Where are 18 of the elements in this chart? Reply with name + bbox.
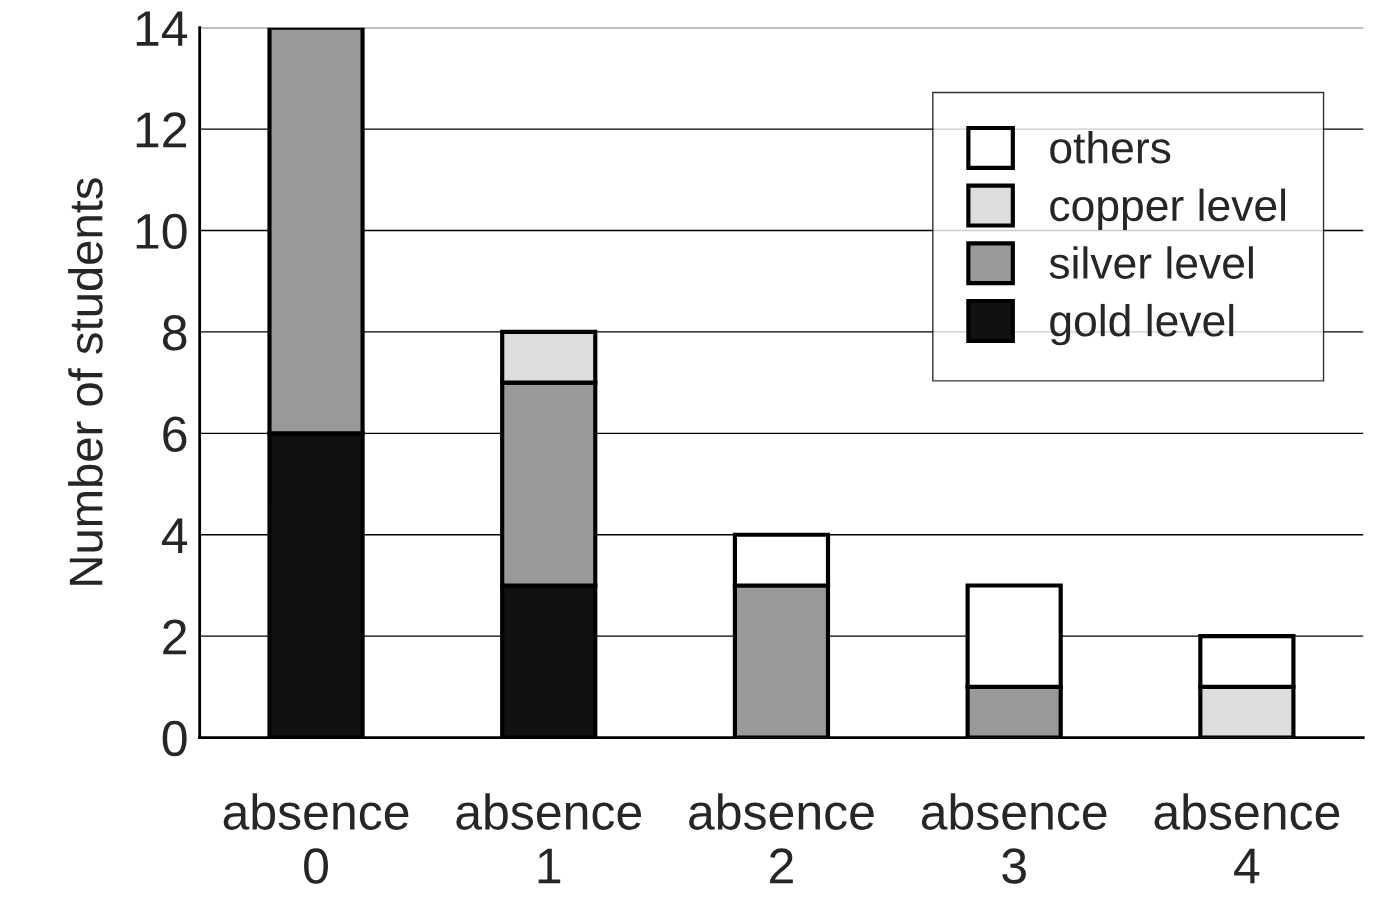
y-tick-label: 6 <box>163 416 187 452</box>
y-tick-label: 10 <box>136 213 187 250</box>
x-tick-label: absence 2 <box>689 793 874 884</box>
x-tick-label: absence 3 <box>921 793 1107 884</box>
legend-label: others <box>1050 130 1171 164</box>
x-tick-label: absence 0 <box>223 793 409 884</box>
y-axis-title: Number of students <box>68 178 103 585</box>
y-tick-label: 12 <box>136 112 187 148</box>
y-tick-label: 8 <box>162 315 187 351</box>
y-tick-label: 4 <box>161 518 188 553</box>
y-tick-label: 2 <box>163 619 187 655</box>
legend-label: copper level <box>1050 188 1286 231</box>
legend-label: gold level <box>1050 303 1234 346</box>
x-tick-label: absence 1 <box>456 793 642 884</box>
legend-label: silver level <box>1049 246 1253 279</box>
x-tick-label: absence 4 <box>1154 793 1340 884</box>
y-tick-label: 0 <box>162 720 187 757</box>
y-tick-label: 14 <box>136 11 188 46</box>
